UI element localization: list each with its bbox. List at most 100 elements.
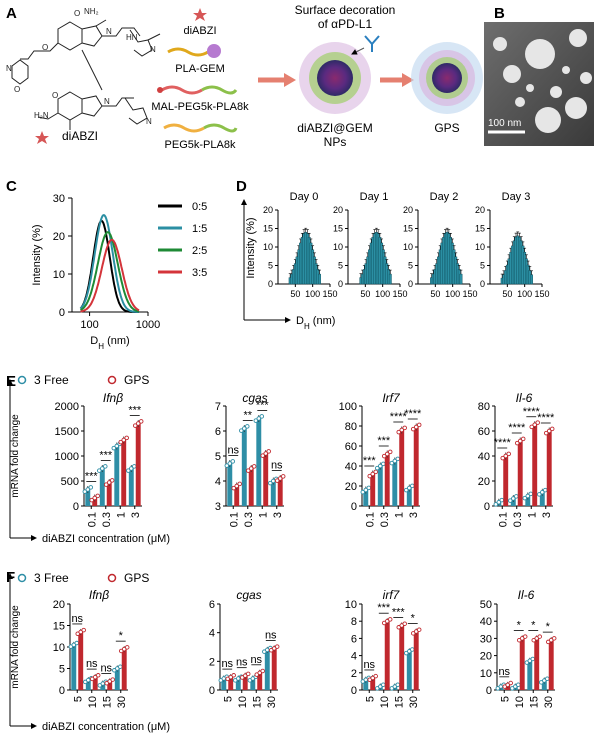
component-peg-pla: PEG5k-PLA8k	[165, 139, 236, 151]
sig-label: ****	[404, 408, 422, 420]
replicate-dot	[245, 424, 250, 429]
bar-free	[527, 660, 533, 690]
ytick-label: 1500	[55, 426, 79, 438]
ytick-label: 7	[215, 401, 221, 413]
bar-gps	[399, 625, 405, 690]
xlabel: diABZI concentration (μM)	[42, 721, 170, 733]
c-ytick-label: 30	[53, 193, 65, 205]
ytick-label: 15	[53, 621, 65, 633]
bar-gps	[271, 648, 277, 690]
xtick-label: 5	[72, 696, 84, 702]
bar-free	[525, 496, 531, 506]
ytick-label: 8	[351, 616, 357, 628]
decoration-line2: of αPD-L1	[318, 17, 373, 31]
d-xtick-label: 50	[360, 289, 370, 299]
replicate-dot	[546, 428, 552, 434]
d-ytick-label: 10	[475, 242, 485, 252]
replicate-dot	[367, 473, 372, 479]
d-xtick-label: 100	[517, 289, 532, 299]
bar-free	[377, 466, 383, 506]
xtick-label: 15	[101, 696, 113, 708]
xtick-label: 15	[251, 696, 263, 708]
ytick-label: 4	[215, 476, 221, 488]
bar-free	[510, 498, 516, 506]
replicate-dot	[551, 636, 557, 641]
replicate-dot	[277, 476, 283, 481]
replicate-dot	[545, 676, 550, 681]
bar-free	[114, 446, 120, 506]
replicate-dot	[387, 449, 393, 455]
replicate-dot	[392, 458, 398, 464]
bar-gps	[517, 441, 523, 506]
xtick-label: 1	[115, 512, 127, 518]
replicate-dot	[416, 627, 422, 632]
ytick-label: 500	[61, 476, 79, 488]
sig-label: ns	[265, 629, 277, 641]
xtick-label: 30	[266, 696, 278, 708]
replicate-dot	[508, 680, 513, 686]
replicate-dot	[106, 480, 112, 485]
bar-free	[227, 463, 233, 506]
ytick-label: 0	[73, 501, 79, 513]
replicate-dot	[514, 440, 520, 446]
svg-text:O: O	[74, 9, 80, 18]
d-xtick-label: 100	[375, 289, 390, 299]
ylabel: mRNA fold change	[10, 414, 21, 498]
replicate-dot	[266, 449, 271, 454]
d-ylabel: Intensity (%)	[245, 217, 257, 278]
antibody-arrow	[351, 47, 365, 55]
replicate-dot	[543, 430, 549, 436]
bar-gps	[532, 424, 538, 506]
sig-label: ns	[100, 662, 112, 674]
legend-gps-label: GPS	[124, 373, 149, 387]
xtick-label: 5	[364, 696, 376, 702]
d-subplot-title: Day 3	[502, 191, 531, 203]
replicate-dot	[88, 485, 94, 490]
bar-gps	[384, 454, 390, 506]
ytick-label: 2000	[55, 401, 79, 413]
replicate-dot	[227, 461, 233, 466]
xtick-label: 1	[393, 512, 405, 518]
replicate-dot	[396, 429, 401, 435]
ytick-label: 0	[351, 501, 357, 513]
replicate-dot	[124, 645, 130, 650]
replicate-dot	[224, 463, 230, 468]
replicate-dot	[234, 483, 239, 489]
replicate-dot	[373, 469, 378, 475]
ytick-label: 4	[351, 651, 357, 663]
ytick-label: 10	[345, 599, 357, 611]
bar-gps	[370, 677, 376, 690]
ytick-label: 0	[209, 685, 215, 697]
replicate-dot	[395, 456, 401, 462]
bar-gps	[107, 681, 113, 690]
ytick-label: 60	[345, 441, 357, 453]
bar-free	[264, 649, 270, 690]
bar-free	[128, 468, 134, 506]
replicate-dot	[126, 468, 131, 473]
np-line1: diABZI@GEM	[297, 121, 373, 135]
bar-free	[406, 651, 412, 690]
c-series-2:5	[80, 231, 140, 313]
replicate-dot	[103, 482, 109, 487]
bar-chart-title: cgas	[236, 588, 261, 602]
ytick-label: 1000	[55, 451, 79, 463]
diabzi-icon	[35, 131, 49, 144]
xtick-label: 10	[514, 696, 526, 708]
d-subplot-title: Day 0	[290, 191, 319, 203]
sig-label: ***	[377, 435, 391, 447]
sig-label: ns	[227, 445, 239, 457]
d-ytick-label: 20	[475, 205, 485, 215]
d-ytick-label: 0	[408, 279, 413, 289]
svg-text:N: N	[146, 117, 152, 126]
component-diabzi: diABZI	[183, 25, 216, 37]
replicate-dot	[256, 416, 262, 421]
np-line2: NPs	[324, 135, 347, 149]
xtick-label: 0.1	[497, 512, 509, 527]
replicate-dot	[520, 436, 526, 442]
replicate-dot	[103, 464, 108, 469]
ytick-label: 100	[339, 401, 357, 413]
d-xtick-label: 50	[502, 289, 512, 299]
c-xlabel: DH (nm)	[90, 335, 129, 351]
sig-label: *	[119, 630, 124, 642]
